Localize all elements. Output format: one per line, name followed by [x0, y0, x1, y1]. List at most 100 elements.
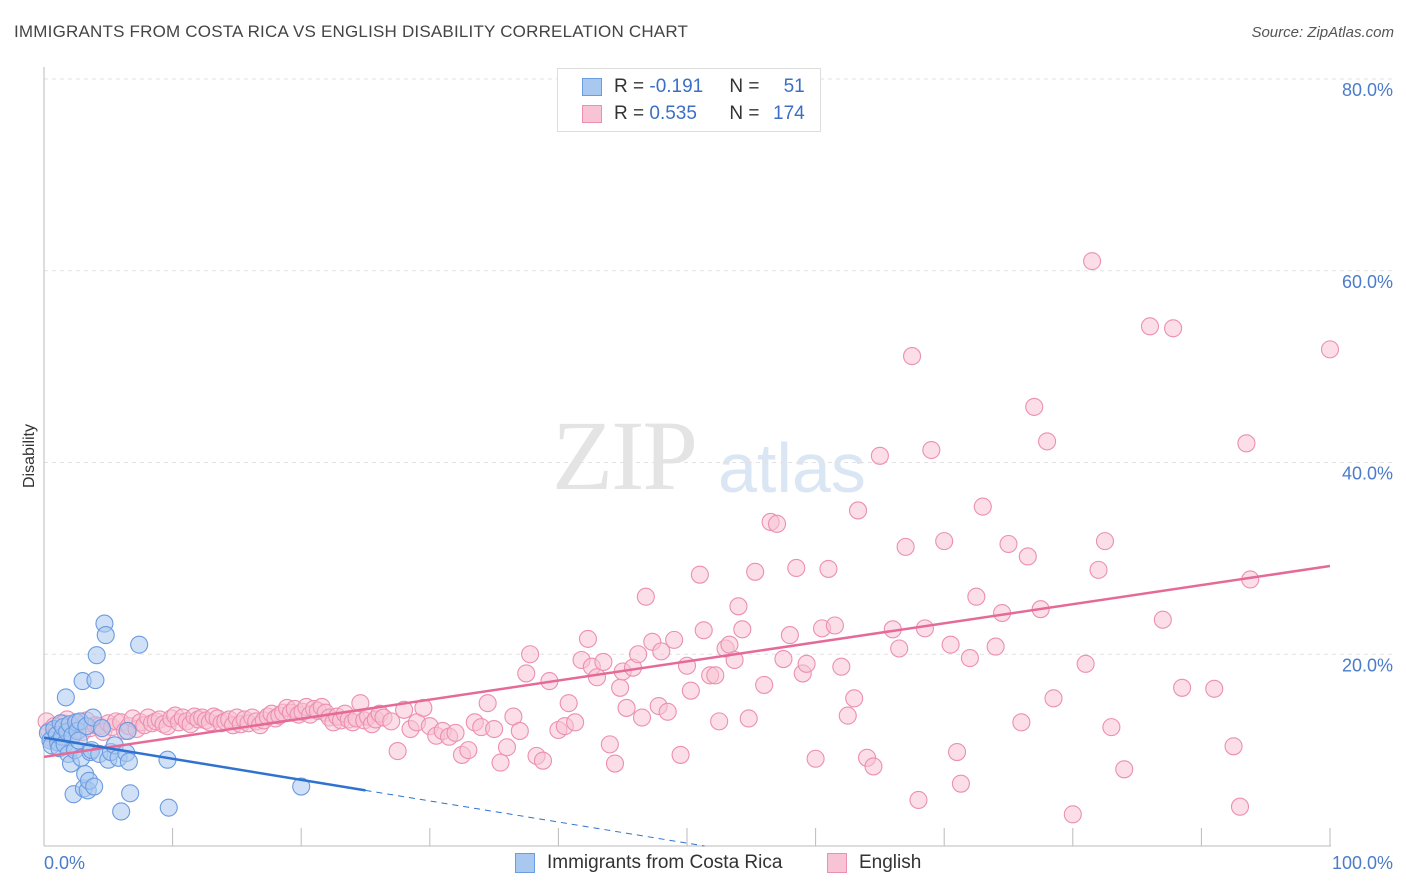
costa-rica-point — [85, 777, 104, 796]
costa-rica-point — [87, 646, 106, 665]
english-point — [806, 749, 825, 768]
english-point — [832, 657, 851, 676]
english-point — [986, 637, 1005, 656]
legend-r-label: R = — [614, 76, 650, 97]
english-point — [739, 709, 758, 728]
english-point — [632, 708, 652, 727]
legend-swatch-costa-rica — [515, 853, 535, 873]
english-point — [690, 565, 709, 584]
english-point — [746, 562, 765, 581]
english-point — [652, 642, 671, 661]
english-point — [533, 751, 553, 770]
english-point — [1102, 718, 1121, 737]
costa-rica-point — [92, 719, 111, 738]
english-point — [1044, 689, 1063, 708]
english-point — [382, 712, 401, 731]
y-tick-label: 40.0% — [1342, 464, 1393, 484]
english-point — [896, 537, 915, 556]
english-point — [629, 645, 648, 664]
english-point — [617, 698, 636, 717]
costa-rica-point — [118, 721, 137, 741]
english-point — [922, 440, 941, 460]
english-point — [1095, 532, 1114, 551]
english-point — [351, 694, 370, 713]
english-point — [459, 741, 478, 760]
english-point — [600, 735, 619, 754]
correlation-legend: R = -0.191 N = 51 R = 0.535 N = 174 — [557, 68, 821, 132]
english-point — [967, 587, 986, 606]
source-label: Source: ZipAtlas.com — [1251, 24, 1394, 41]
x-tick-label: 0.0% — [44, 853, 85, 873]
costa-rica-point — [121, 784, 140, 803]
english-point — [1237, 434, 1256, 453]
english-point — [729, 597, 748, 616]
english-point — [665, 630, 684, 649]
english-point — [497, 738, 517, 757]
english-point — [594, 652, 613, 671]
english-point — [587, 668, 607, 687]
y-tick-label: 80.0% — [1342, 80, 1393, 100]
english-point — [909, 790, 928, 810]
legend-row-costa-rica: R = -0.191 N = 51 — [582, 74, 805, 100]
english-point — [1224, 737, 1243, 756]
legend-swatch-english — [582, 105, 602, 123]
english-point — [658, 702, 677, 721]
legend-label-english: English — [859, 852, 922, 873]
english-trend-line — [43, 564, 1331, 759]
chart-title: IMMIGRANTS FROM COSTA RICA VS ENGLISH DI… — [14, 22, 689, 41]
english-point — [1173, 678, 1192, 697]
x-tick-label: 100.0% — [1332, 853, 1393, 873]
watermark-atlas: atlas — [718, 429, 866, 507]
y-tick-label: 60.0% — [1342, 272, 1393, 292]
english-point — [446, 723, 465, 742]
english-point — [1076, 654, 1095, 673]
english-point — [1153, 610, 1172, 629]
english-point — [478, 694, 497, 713]
english-point — [767, 514, 787, 533]
english-point — [388, 742, 407, 761]
english-point — [706, 666, 725, 685]
legend-r-value: 0.535 — [649, 103, 697, 124]
english-point — [1025, 397, 1044, 416]
english-point — [710, 712, 729, 731]
legend-n-label: N = — [729, 76, 765, 97]
english-point — [825, 616, 844, 635]
legend-label-costa-rica: Immigrants from Costa Rica — [547, 852, 783, 873]
costa-rica-point — [159, 798, 178, 817]
english-point — [510, 721, 529, 741]
english-point — [819, 559, 838, 578]
english-point — [890, 639, 909, 658]
costa-rica-point — [96, 626, 115, 645]
english-point — [521, 645, 540, 664]
english-point — [694, 621, 713, 640]
english-point — [838, 706, 857, 725]
english-point — [935, 532, 954, 551]
english-point — [636, 587, 655, 606]
english-point — [1164, 319, 1183, 338]
english-point — [1012, 713, 1031, 732]
legend-n-label: N = — [729, 103, 765, 124]
english-point — [973, 497, 992, 516]
legend-item-costa-rica: Immigrants from Costa Rica — [515, 852, 782, 874]
english-point — [797, 654, 816, 673]
english-point — [774, 649, 793, 669]
y-axis-title: Disability — [21, 424, 38, 488]
english-point — [1320, 340, 1340, 359]
english-point — [1083, 252, 1102, 271]
english-point — [941, 635, 960, 654]
english-point — [845, 689, 864, 708]
english-point — [485, 719, 504, 739]
legend-r-label: R = — [614, 103, 650, 124]
watermark-zip: ZIP — [552, 400, 698, 511]
english-point — [1018, 547, 1037, 566]
english-point — [733, 620, 752, 639]
english-point — [1115, 760, 1134, 779]
legend-n-value: 174 — [773, 103, 805, 124]
english-point — [848, 501, 868, 520]
english-point — [517, 664, 536, 683]
english-point — [681, 681, 700, 700]
costa-rica-trend-line — [43, 736, 366, 792]
costa-rica-point — [292, 777, 311, 796]
y-tick-label: 20.0% — [1342, 655, 1393, 675]
